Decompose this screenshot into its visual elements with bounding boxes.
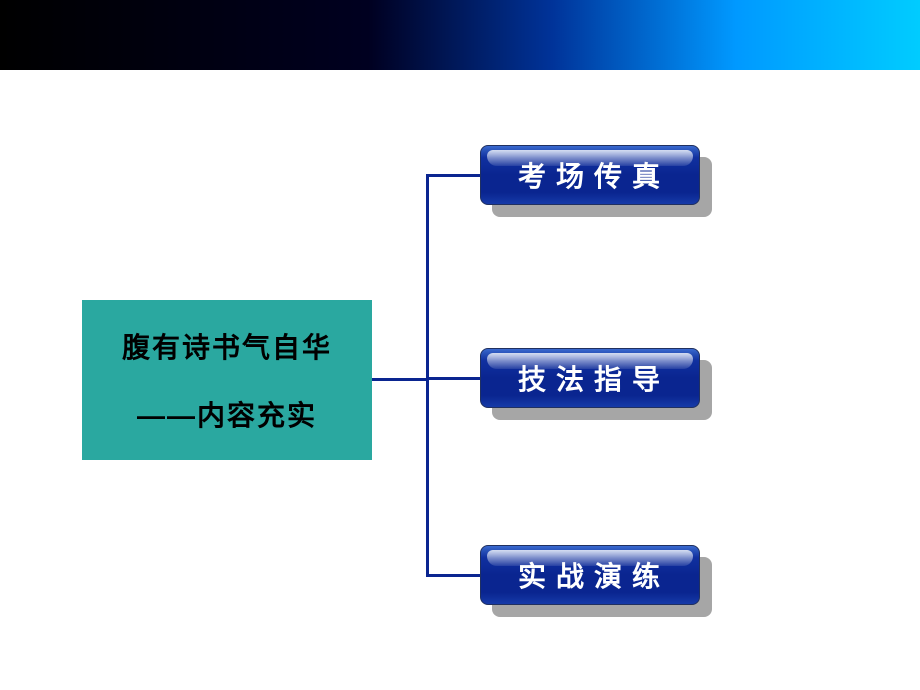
root-node: 腹有诗书气自华 ——内容充实 — [82, 300, 372, 460]
node-3-label: 实战演练 — [510, 555, 670, 595]
node-1: 考场传真 — [480, 145, 700, 205]
root-title-line2: ——内容充实 — [137, 394, 317, 434]
connector-root-trunk — [372, 378, 428, 381]
node-3: 实战演练 — [480, 545, 700, 605]
connector-trunk — [426, 174, 429, 577]
connector-branch-1 — [426, 174, 481, 177]
node-2-label: 技法指导 — [510, 358, 670, 398]
connector-branch-2 — [426, 377, 481, 380]
node-1-label: 考场传真 — [510, 155, 670, 195]
diagram-container: 腹有诗书气自华 ——内容充实 考场传真 技法指导 实战演练 — [0, 70, 920, 690]
node-2: 技法指导 — [480, 348, 700, 408]
root-title-line1: 腹有诗书气自华 — [122, 326, 332, 366]
connector-branch-3 — [426, 574, 481, 577]
header-gradient-band — [0, 0, 920, 70]
